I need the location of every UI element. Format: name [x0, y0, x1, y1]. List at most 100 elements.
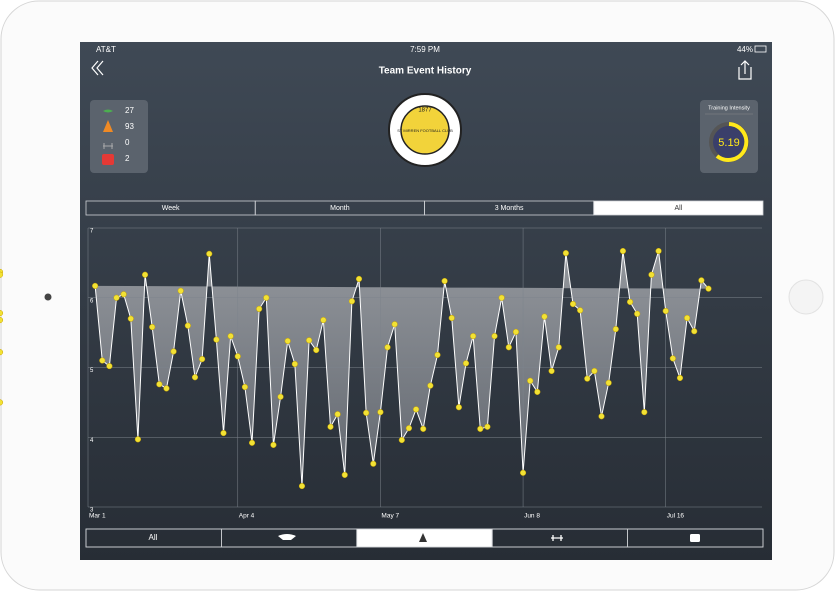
data-point: [128, 316, 134, 322]
data-point: [420, 426, 426, 432]
filter-medical-icon[interactable]: [690, 534, 700, 542]
x-tick-label: Apr 4: [239, 513, 255, 520]
data-point: [627, 299, 633, 305]
data-point: [306, 337, 312, 343]
data-point: [192, 374, 198, 380]
data-point: [256, 306, 262, 312]
x-tick-label: May 7: [381, 513, 399, 520]
data-point: [606, 380, 612, 386]
icon-medical: [102, 154, 114, 165]
x-tick-label: Mar 1: [89, 513, 106, 520]
data-point: [278, 394, 284, 400]
data-point: [663, 308, 669, 314]
data-point: [520, 470, 526, 476]
data-point: [285, 338, 291, 344]
data-point: [199, 356, 205, 362]
camera: [45, 294, 52, 301]
data-point: [142, 272, 148, 278]
period-tab-label[interactable]: 3 Months: [495, 205, 524, 212]
data-point: [506, 344, 512, 350]
data-point: [592, 368, 598, 374]
data-point: [485, 424, 491, 430]
data-point: [378, 409, 384, 415]
time: 7:59 PM: [410, 45, 440, 54]
data-point: [492, 333, 498, 339]
data-point: [157, 381, 163, 387]
screen-title: Team Event History: [379, 66, 472, 77]
data-point: [656, 248, 662, 254]
data-point: [299, 483, 305, 489]
x-tick-label: Jul 16: [667, 513, 685, 520]
data-point: [435, 352, 441, 358]
data-point: [363, 410, 369, 416]
data-point: [677, 375, 683, 381]
data-point: [542, 314, 548, 320]
data-point: [313, 347, 319, 353]
data-point: [556, 344, 562, 350]
intensity-value: 5.19: [718, 137, 739, 149]
data-point: [107, 363, 113, 369]
home-button[interactable]: [789, 280, 823, 314]
intensity-label: Training Intensity: [708, 105, 750, 111]
data-point: [706, 286, 712, 292]
data-point: [620, 248, 626, 254]
data-point: [442, 278, 448, 284]
data-point: [406, 425, 412, 431]
data-point: [456, 404, 462, 410]
data-point: [613, 326, 619, 332]
data-point: [599, 414, 605, 420]
data-point: [385, 344, 391, 350]
period-tab-label[interactable]: Month: [330, 205, 350, 212]
data-point: [370, 461, 376, 467]
data-point: [577, 308, 583, 314]
data-point: [392, 321, 398, 327]
data-point: [535, 389, 541, 395]
x-tick-label: Jun 8: [524, 513, 540, 520]
data-point: [271, 442, 277, 448]
data-point: [670, 356, 676, 362]
data-point: [328, 424, 334, 430]
data-point: [235, 354, 241, 360]
data-point: [684, 315, 690, 321]
filter-all[interactable]: All: [149, 533, 158, 542]
data-point: [691, 328, 697, 334]
data-point: [114, 295, 120, 301]
carrier: AT&T: [96, 45, 116, 54]
data-point: [321, 317, 327, 323]
data-point: [135, 437, 141, 443]
data-point: [99, 358, 105, 364]
data-point: [221, 430, 227, 436]
data-point: [449, 315, 455, 321]
stats-box: [90, 100, 148, 173]
data-point: [171, 349, 177, 355]
logo-year: 1877: [418, 108, 432, 114]
data-point: [92, 283, 98, 289]
data-point: [570, 301, 576, 307]
data-point: [206, 251, 212, 257]
data-point: [214, 337, 220, 343]
data-point: [164, 386, 170, 392]
data-point: [463, 361, 469, 367]
data-point: [527, 378, 533, 384]
page: AT&T 7:59 PM 44% Team Event History 2793…: [0, 0, 835, 591]
data-point: [428, 383, 434, 389]
data-point: [264, 295, 270, 301]
data-point: [470, 333, 476, 339]
data-point: [634, 311, 640, 317]
data-point: [499, 295, 505, 301]
data-point: [399, 437, 405, 443]
data-point: [228, 333, 234, 339]
logo-name: ST MIRREN FOOTBALL CLUB: [397, 128, 453, 133]
data-point: [699, 278, 705, 284]
data-point: [185, 323, 191, 329]
data-point: [335, 411, 341, 417]
ipad-screenshot: AT&T 7:59 PM 44% Team Event History 2793…: [0, 0, 835, 591]
data-point: [584, 376, 590, 382]
data-point: [549, 368, 555, 374]
period-tab-label[interactable]: Week: [162, 205, 180, 212]
stat-value: 0: [125, 138, 130, 147]
data-point: [121, 291, 127, 297]
data-point: [477, 426, 483, 432]
period-tab-label[interactable]: All: [674, 205, 682, 212]
stat-value: 27: [125, 106, 134, 115]
